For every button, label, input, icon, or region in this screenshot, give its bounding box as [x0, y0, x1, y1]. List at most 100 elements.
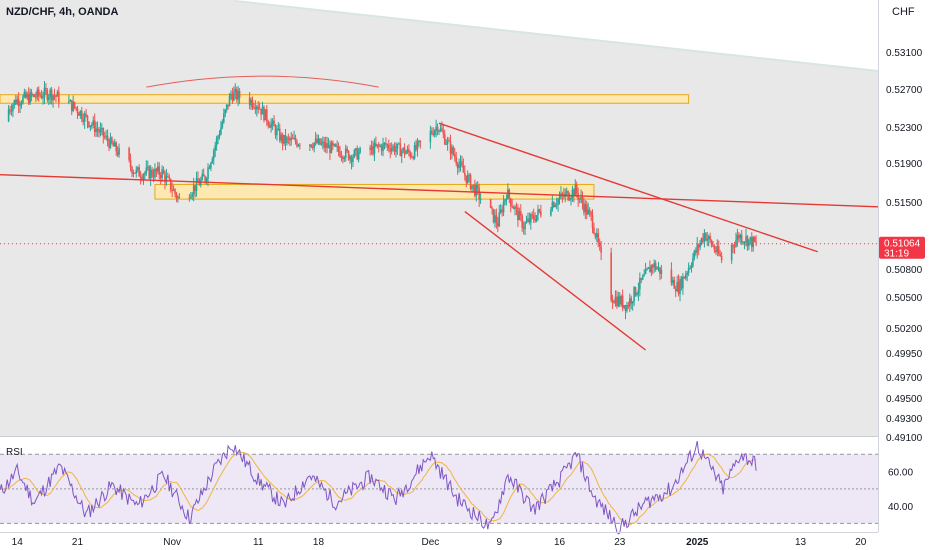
- candle-body: [415, 144, 417, 150]
- candle-body: [445, 143, 447, 145]
- candle-body: [99, 129, 102, 133]
- candle-body: [211, 158, 214, 163]
- candle-body: [640, 278, 643, 280]
- candle-body: [581, 196, 584, 204]
- candle-body: [131, 167, 133, 174]
- supply-demand-zone[interactable]: [0, 94, 690, 104]
- candle-body: [344, 148, 347, 158]
- candle-body: [264, 109, 267, 121]
- trendline[interactable]: [438, 122, 818, 253]
- trendlines-layer: [0, 75, 879, 351]
- candle-body: [616, 296, 618, 307]
- candle-body: [56, 91, 59, 97]
- candle-body: [250, 99, 252, 105]
- rsi-tick-label: 60.00: [888, 468, 913, 479]
- candle-body: [511, 206, 513, 208]
- supply-demand-zone[interactable]: [154, 183, 595, 200]
- candle-body: [623, 305, 625, 308]
- candle-body: [452, 147, 455, 155]
- candle-body: [323, 141, 326, 148]
- candle-body: [750, 237, 753, 248]
- candle-body: [165, 176, 168, 183]
- candle-body: [700, 238, 703, 243]
- chart-top-shading: [0, 0, 878, 70]
- candle-body: [224, 109, 227, 114]
- candle-body: [573, 189, 575, 197]
- candle-body: [489, 199, 492, 209]
- candle-body: [212, 150, 215, 159]
- candle-body: [210, 162, 212, 169]
- candle-body: [631, 301, 634, 304]
- candle-body: [280, 134, 282, 141]
- candle-body: [92, 120, 95, 126]
- candle-body: [449, 141, 452, 154]
- candle-body: [9, 109, 11, 111]
- candle-body: [716, 246, 719, 253]
- candle-body: [707, 236, 710, 239]
- candle-body: [225, 104, 228, 110]
- candle-body: [568, 199, 571, 201]
- candle-body: [710, 240, 713, 246]
- candle-body: [614, 296, 617, 304]
- candle-body: [251, 99, 254, 108]
- candle-body: [293, 137, 295, 139]
- candle-body: [643, 274, 645, 276]
- candle-body: [357, 152, 360, 160]
- rsi-label[interactable]: RSI: [6, 447, 23, 458]
- candle-body: [736, 234, 739, 241]
- candle-body: [29, 92, 31, 104]
- candle-body: [552, 202, 555, 207]
- candle-body: [633, 287, 635, 302]
- rsi-axis: 60.00 40.00: [888, 468, 913, 514]
- candle-body: [695, 250, 697, 253]
- candle-body: [316, 138, 318, 144]
- candle-body: [515, 206, 518, 208]
- candle-body: [379, 145, 381, 147]
- candle-body: [50, 89, 53, 101]
- trendline[interactable]: [464, 211, 647, 351]
- candle-body: [207, 167, 209, 179]
- candle-body: [682, 276, 684, 289]
- candle-body: [169, 178, 172, 190]
- candle-body: [476, 185, 479, 189]
- candle-body: [409, 152, 412, 157]
- candle-body: [190, 196, 192, 199]
- zone-layer: [0, 94, 690, 200]
- candle-body: [138, 167, 140, 177]
- candle-body: [441, 128, 443, 132]
- symbol-title[interactable]: NZD/CHF, 4h, OANDA: [6, 6, 119, 18]
- candle-body: [95, 128, 97, 132]
- candle-body: [400, 150, 403, 157]
- candle-body: [611, 300, 614, 303]
- candle-body: [540, 211, 542, 216]
- candle-body: [461, 161, 463, 166]
- candle-body: [696, 244, 699, 253]
- time-axis[interactable]: 14 21 Nov 11 18 Dec 9 16 23 2025 13 20: [12, 537, 867, 548]
- candle-body: [478, 188, 480, 200]
- candle-body: [336, 146, 338, 148]
- candle-body: [274, 126, 277, 136]
- candle-body: [231, 93, 234, 101]
- candle-body: [256, 106, 258, 110]
- price-axis[interactable]: 0.53100 0.52700 0.52300 0.51900 0.51500 0.508…: [886, 48, 923, 444]
- resistance-arc[interactable]: [146, 75, 379, 88]
- candle-body: [479, 199, 482, 201]
- candle-body: [151, 169, 153, 176]
- candle-body: [558, 197, 561, 200]
- candle-body: [55, 95, 57, 97]
- candle-body: [108, 141, 110, 148]
- candle-body: [537, 209, 539, 216]
- candle-body: [583, 203, 585, 213]
- rsi-band-lines: [0, 453, 878, 524]
- candle-body: [227, 104, 229, 107]
- candle-body: [683, 276, 686, 279]
- candle-body: [419, 140, 422, 143]
- candle-body: [287, 137, 290, 139]
- price-tick-label: 0.49700: [886, 373, 923, 384]
- candle-body: [86, 115, 89, 122]
- candle-body: [465, 175, 468, 183]
- candle-body: [679, 279, 681, 294]
- candle-body: [462, 165, 465, 173]
- trendline[interactable]: [0, 174, 879, 208]
- candle-body: [319, 138, 321, 145]
